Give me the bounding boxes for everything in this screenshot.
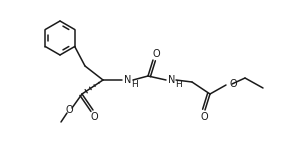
Text: O: O bbox=[229, 79, 236, 89]
Text: N: N bbox=[124, 75, 131, 85]
Text: O: O bbox=[65, 105, 73, 115]
Text: O: O bbox=[200, 112, 208, 122]
Text: H: H bbox=[175, 80, 182, 88]
Text: H: H bbox=[131, 80, 138, 88]
Text: N: N bbox=[168, 75, 175, 85]
Text: O: O bbox=[90, 112, 98, 122]
Text: O: O bbox=[152, 49, 160, 59]
